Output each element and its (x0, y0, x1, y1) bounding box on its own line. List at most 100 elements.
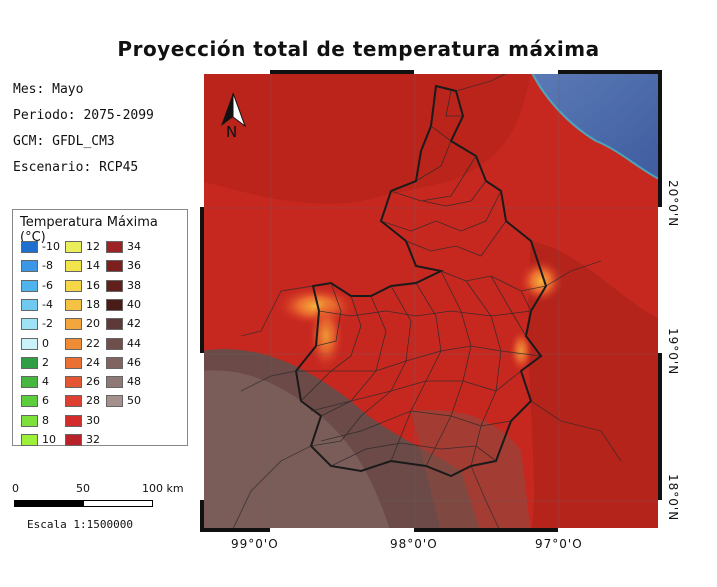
map-canvas: N (201, 71, 661, 531)
legend-swatch (65, 298, 82, 311)
frame-bottom-ticks (200, 528, 662, 532)
legend-label: 36 (127, 259, 141, 273)
legend-swatch (106, 318, 123, 331)
frame-right-ticks (658, 70, 662, 532)
temperature-map[interactable]: N (200, 70, 662, 532)
neighbor-borders (231, 71, 622, 531)
legend-label: 20 (86, 317, 100, 331)
legend-label: 24 (86, 355, 100, 369)
legend-swatch (21, 279, 38, 292)
legend-swatch (21, 260, 38, 273)
legend-label: 32 (86, 433, 100, 446)
legend-label: 48 (127, 375, 141, 389)
legend-label: 42 (127, 317, 141, 331)
legend-label: -4 (42, 297, 53, 311)
legend-swatch (21, 337, 38, 350)
legend-label: 6 (42, 394, 49, 408)
legend-label: 34 (127, 240, 141, 253)
legend-swatch (65, 318, 82, 331)
legend-swatch (106, 395, 123, 408)
legend-label: 26 (86, 375, 100, 389)
legend-label: 14 (86, 259, 100, 273)
scale-label-0: 0 (12, 482, 19, 495)
scenario-text: Escenario: RCP45 (13, 160, 139, 175)
legend-swatch (21, 414, 38, 427)
southeast-region (528, 241, 661, 531)
legend-swatch (65, 260, 82, 273)
legend-swatch (21, 318, 38, 331)
legend-swatch (65, 279, 82, 292)
legend-swatch (106, 376, 123, 389)
lat-label-19: 19°0'N (666, 328, 680, 376)
legend-swatch (106, 356, 123, 369)
legend-swatch (65, 414, 82, 427)
north-arrow-icon (221, 92, 247, 128)
frame-left-ticks (200, 70, 204, 532)
lon-label-98: 98°0'O (390, 537, 438, 551)
legend-label: -2 (42, 317, 53, 331)
hotspot-valley (308, 301, 344, 371)
temperature-legend: Temperatura Máxima (°C) -10 -8 -6 -4 -2 0 2 4 6 8… (12, 209, 188, 446)
legend-label: 40 (127, 297, 141, 311)
map-title: Proyección total de temperatura máxima (117, 37, 600, 61)
legend-label: 18 (86, 297, 100, 311)
highland-gray-light (201, 370, 391, 531)
legend-title: Temperatura Máxima (°C) (20, 215, 158, 245)
legend-swatch (106, 260, 123, 273)
legend-label: 16 (86, 278, 100, 292)
legend-swatch (65, 337, 82, 350)
municipal-borders (296, 90, 547, 467)
scale-bar: 0 50 100 km Escala 1:1500000 (12, 482, 204, 532)
legend-label: 10 (42, 433, 56, 446)
lat-label-20: 20°0'N (666, 180, 680, 228)
legend-label: -8 (42, 259, 53, 273)
graticule (201, 71, 661, 531)
legend-label: 38 (127, 278, 141, 292)
legend-swatch (21, 434, 38, 446)
legend-swatch (21, 395, 38, 408)
coastline (530, 71, 661, 182)
legend-swatch (106, 298, 123, 311)
gulf-sea (531, 71, 661, 180)
hotspot-east (519, 259, 563, 303)
legend-swatch (65, 395, 82, 408)
legend-swatch (106, 337, 123, 350)
lon-label-97: 97°0'O (535, 537, 583, 551)
frame-top-ticks (200, 70, 662, 74)
legend-swatch (65, 241, 82, 253)
north-label: N (226, 123, 237, 141)
legend-swatch (21, 241, 38, 253)
legend-label: 44 (127, 336, 141, 350)
legend-swatch (106, 241, 123, 253)
legend-label: -10 (42, 240, 60, 253)
legend-swatch (21, 356, 38, 369)
legend-label: 30 (86, 413, 100, 427)
legend-swatch (65, 376, 82, 389)
lat-label-18: 18°0'N (666, 474, 680, 522)
legend-swatch (65, 356, 82, 369)
legend-label: 50 (127, 394, 141, 408)
state-border (294, 84, 548, 478)
legend-label: 28 (86, 394, 100, 408)
legend-label: 2 (42, 355, 49, 369)
gcm-text: GCM: GFDL_CM3 (13, 134, 115, 149)
legend-swatch (21, 376, 38, 389)
period-text: Periodo: 2075-2099 (13, 108, 154, 123)
legend-label: 22 (86, 336, 100, 350)
legend-label: 12 (86, 240, 100, 253)
legend-swatch (21, 298, 38, 311)
map-metadata: Mes: Mayo Periodo: 2075-2099 GCM: GFDL_C… (13, 77, 154, 181)
legend-label: 8 (42, 413, 49, 427)
legend-label: -6 (42, 278, 53, 292)
legend-swatch (106, 279, 123, 292)
scale-text: Escala 1:1500000 (27, 518, 133, 531)
hotspot-ridge (509, 329, 533, 373)
legend-label: 46 (127, 355, 141, 369)
legend-label: 0 (42, 336, 49, 350)
scale-segment-dark (14, 500, 84, 507)
month-text: Mes: Mayo (13, 82, 84, 97)
lon-label-99: 99°0'O (231, 537, 279, 551)
scale-segment-light (83, 500, 153, 507)
legend-label: 4 (42, 375, 49, 389)
scale-label-50: 50 (76, 482, 90, 495)
